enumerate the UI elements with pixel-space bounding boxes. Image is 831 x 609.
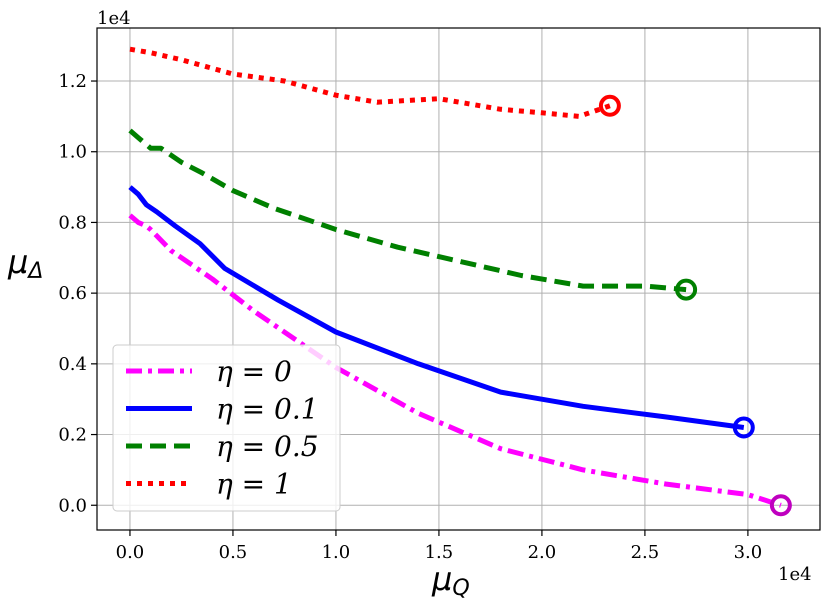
tick-layer: 0.0 0.5 1.0 1.5 2.0 2.5 3.0 0.0 0.2 0.4 0.6 0.8 1.0 1…: [58, 71, 762, 563]
x-tick-label: 2.5: [631, 542, 660, 563]
series-end-marker-3: [598, 94, 621, 117]
y-axis-label: μΔ: [7, 243, 43, 284]
series-line-2: [128, 128, 687, 293]
series-line-1: [128, 185, 745, 430]
y-tick-label: 1.2: [58, 71, 87, 92]
y-offset-label: 1e4: [97, 8, 131, 29]
x-tick-label: 3.0: [734, 542, 763, 563]
legend-frame: [112, 344, 341, 512]
series-end-marker-1: [732, 416, 755, 439]
series-line-0: [128, 213, 782, 508]
legend-label-1: η = 0.1: [216, 393, 319, 426]
y-tick-label: 0.0: [58, 495, 87, 516]
y-tick-label: 0.8: [58, 212, 87, 233]
y-tick-label: 0.4: [58, 354, 87, 375]
series-line-3: [129, 46, 611, 119]
y-tick-label: 0.6: [58, 283, 87, 304]
x-axis-label: μQ: [431, 560, 470, 601]
series-end-marker-2: [675, 278, 698, 301]
legend: η = 0 η = 0.1 η = 0.5 η = 1: [112, 344, 341, 512]
x-tick-label: 1.0: [322, 542, 351, 563]
x-offset-label: 1e4: [778, 564, 812, 585]
y-tick-label: 0.2: [58, 425, 87, 446]
y-tick-label: 1.0: [58, 142, 87, 163]
legend-label-0: η = 0: [216, 355, 292, 388]
series-layer: [128, 46, 792, 517]
x-tick-label: 0.0: [116, 542, 145, 563]
x-tick-label: 0.5: [219, 542, 248, 563]
plot-frame: [96, 27, 821, 531]
series-end-marker-0: [769, 494, 792, 517]
legend-label-2: η = 0.5: [216, 430, 319, 463]
x-tick-label: 2.0: [528, 542, 557, 563]
x-tick-label: 1.5: [425, 542, 454, 563]
legend-label-3: η = 1: [216, 468, 292, 501]
